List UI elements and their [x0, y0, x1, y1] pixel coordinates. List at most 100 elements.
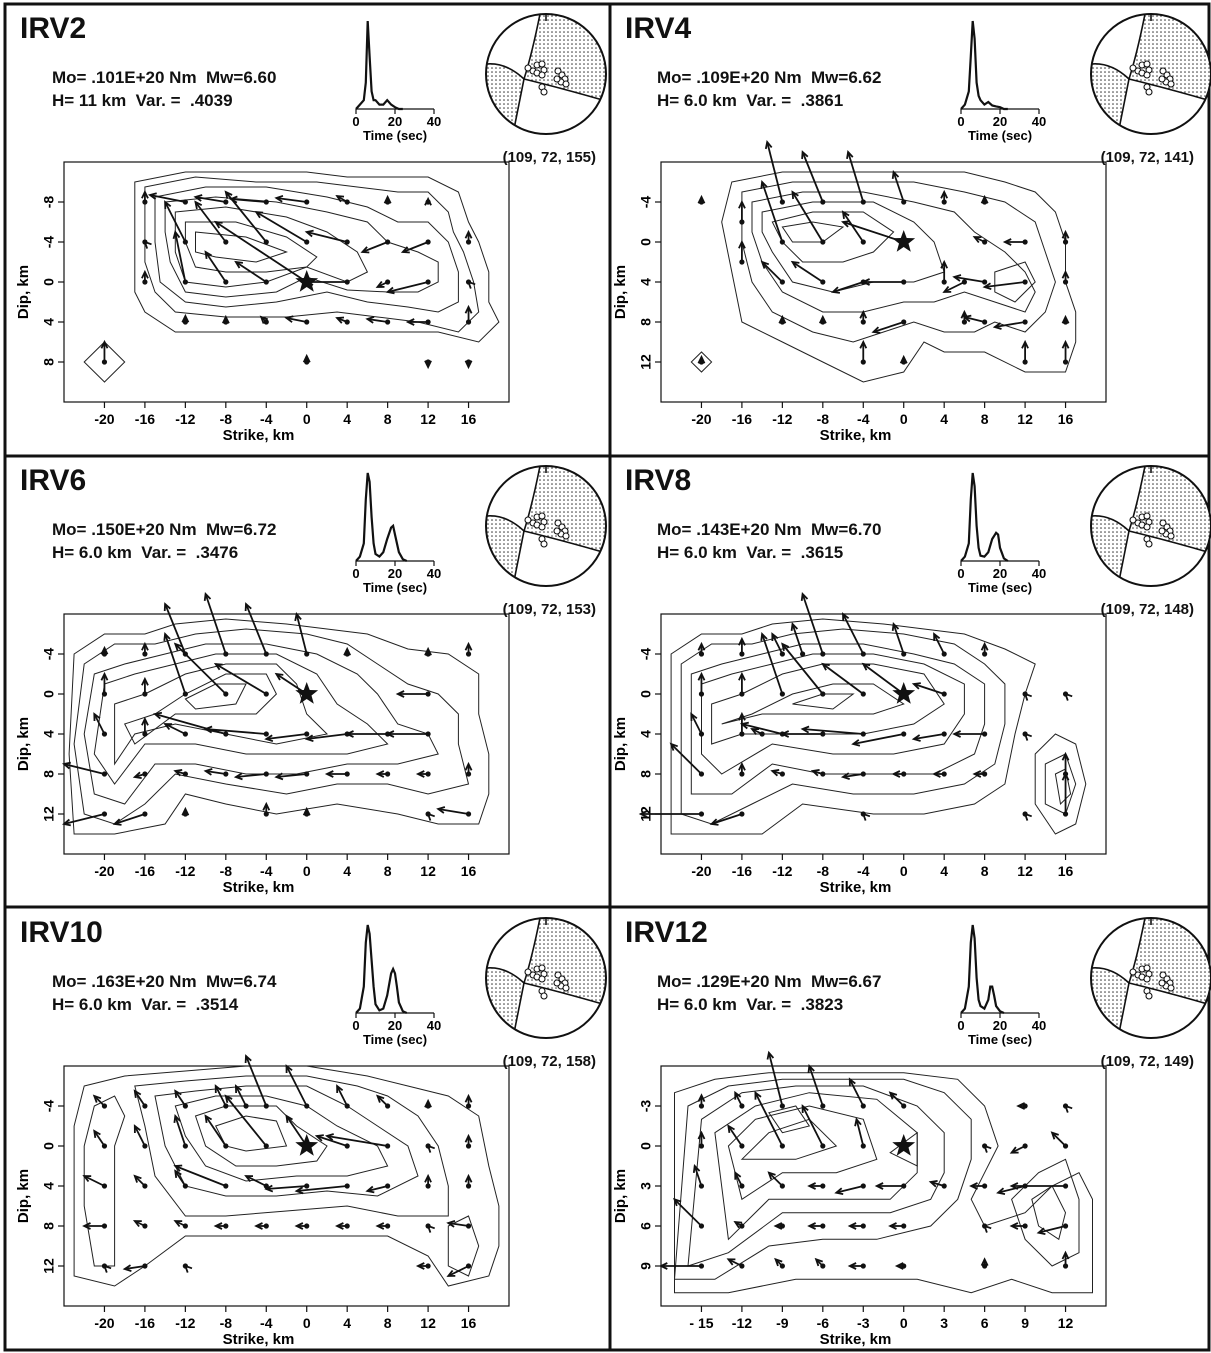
- x-tick-label: -3: [857, 1315, 870, 1331]
- x-tick-label: 4: [343, 863, 351, 879]
- slip-vector: [82, 1175, 108, 1189]
- source-time-function: [355, 20, 403, 111]
- slip-vector: [147, 192, 188, 205]
- slip-vector: [254, 1222, 269, 1230]
- y-tick-label: 12: [638, 354, 654, 370]
- stf-axis-title: Time (sec): [363, 580, 427, 595]
- slip-vector: [697, 194, 706, 205]
- slip-contour: [721, 683, 905, 725]
- y-tick-label: 8: [41, 1222, 57, 1230]
- slip-vector: [982, 1223, 992, 1233]
- slip-vector: [734, 1170, 745, 1189]
- subfault-node: [1062, 1223, 1069, 1229]
- slip-vector: [182, 1263, 193, 1273]
- y-tick-label: 4: [638, 730, 654, 738]
- stf-tick-label: 20: [388, 1018, 402, 1033]
- slip-vector: [972, 770, 988, 778]
- slip-contour: [447, 1215, 480, 1277]
- station-marker: [538, 523, 546, 531]
- slip-vector: [92, 1094, 108, 1109]
- slip-vector: [800, 725, 866, 737]
- slip-vector: [82, 1222, 108, 1230]
- slip-contour: [674, 1072, 1093, 1294]
- x-tick-label: -4: [260, 411, 273, 427]
- slip-vector: [302, 806, 311, 817]
- y-tick-label: 6: [638, 1222, 654, 1230]
- slip-vector: [1022, 811, 1032, 821]
- x-tick-label: -16: [732, 863, 752, 879]
- slip-vector: [888, 1222, 907, 1230]
- stf-tick-label: 0: [352, 114, 359, 129]
- slip-vector: [1061, 269, 1070, 285]
- slip-vector: [464, 761, 473, 777]
- slip-vector: [847, 1222, 866, 1230]
- slip-vector: [203, 768, 229, 777]
- station-marker: [524, 516, 532, 524]
- slip-vector: [465, 279, 476, 289]
- slip-vector: [673, 1197, 705, 1229]
- y-tick-label: 8: [41, 358, 57, 366]
- slip-vector: [304, 229, 350, 245]
- x-tick-label: 12: [1017, 863, 1033, 879]
- panel-title: IRV8: [625, 464, 692, 497]
- x-tick-label: -8: [220, 863, 233, 879]
- slip-contour: [134, 1075, 449, 1217]
- subfault-node: [1022, 1223, 1028, 1229]
- y-tick-label: 9: [638, 1262, 654, 1270]
- x-tick-label: -4: [260, 1315, 273, 1331]
- slip-vector: [733, 1220, 745, 1229]
- slip-vector: [818, 314, 827, 325]
- slip-vector: [133, 1174, 148, 1189]
- subfault-node: [901, 771, 907, 777]
- mechanism-angles-label: (109, 72, 155): [502, 149, 596, 166]
- slip-vector: [750, 728, 765, 737]
- slip-vector: [928, 1180, 947, 1189]
- slip-vector: [778, 314, 787, 325]
- station-marker: [562, 80, 570, 88]
- slip-vector: [133, 1089, 148, 1109]
- slip-vector: [760, 180, 785, 245]
- slip-vector: [764, 139, 785, 205]
- slip-vector: [424, 359, 432, 370]
- y-tick-label: 0: [41, 1142, 57, 1150]
- slip-vector: [859, 339, 868, 365]
- x-tick-label: 9: [1021, 1315, 1029, 1331]
- stf-tick-label: 20: [993, 1018, 1007, 1033]
- x-tick-label: -20: [94, 411, 114, 427]
- slip-vector: [365, 1183, 391, 1194]
- x-tick-label: 4: [343, 411, 351, 427]
- slip-vector: [859, 309, 868, 325]
- x-tick-label: -12: [772, 411, 792, 427]
- slip-vector: [821, 662, 866, 697]
- slip-vector: [871, 319, 907, 334]
- x-tick-label: 8: [384, 863, 392, 879]
- panel-title: IRV10: [20, 916, 103, 949]
- slip-vector: [842, 612, 866, 657]
- slip-vector: [766, 1050, 785, 1109]
- y-tick-label: 4: [41, 1182, 57, 1190]
- slip-vector: [264, 1183, 310, 1193]
- subfault-node: [779, 1103, 785, 1109]
- slip-vector: [1050, 1131, 1069, 1149]
- y-tick-label: 0: [638, 1142, 654, 1150]
- slip-vector: [848, 1077, 866, 1109]
- slip-vector: [395, 690, 431, 698]
- slip-vector: [181, 313, 190, 325]
- slip-vector: [464, 359, 473, 370]
- slip-vector: [424, 196, 432, 206]
- y-tick-label: 4: [41, 318, 57, 326]
- slip-vector: [173, 642, 229, 697]
- slip-vector: [1009, 1222, 1028, 1230]
- slip-vector: [690, 712, 705, 737]
- slip-vector: [214, 1084, 229, 1109]
- slip-vector: [801, 150, 826, 205]
- compressional-quadrant: [524, 14, 606, 101]
- slip-contour: [711, 663, 945, 745]
- slip-vector: [446, 1220, 472, 1229]
- source-time-function: [960, 472, 1009, 562]
- slip-contour: [1054, 768, 1072, 806]
- x-tick-label: 8: [384, 411, 392, 427]
- hypocenter-star: [892, 1134, 916, 1156]
